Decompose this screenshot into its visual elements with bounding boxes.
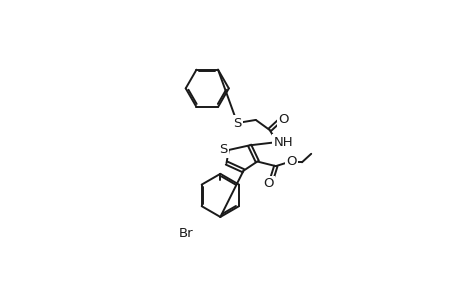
Text: S: S: [219, 143, 227, 157]
Text: O: O: [278, 113, 288, 126]
Text: NH: NH: [273, 136, 293, 149]
Text: O: O: [262, 177, 273, 190]
Text: S: S: [233, 116, 241, 130]
Text: O: O: [285, 155, 296, 168]
Text: Br: Br: [178, 227, 193, 240]
